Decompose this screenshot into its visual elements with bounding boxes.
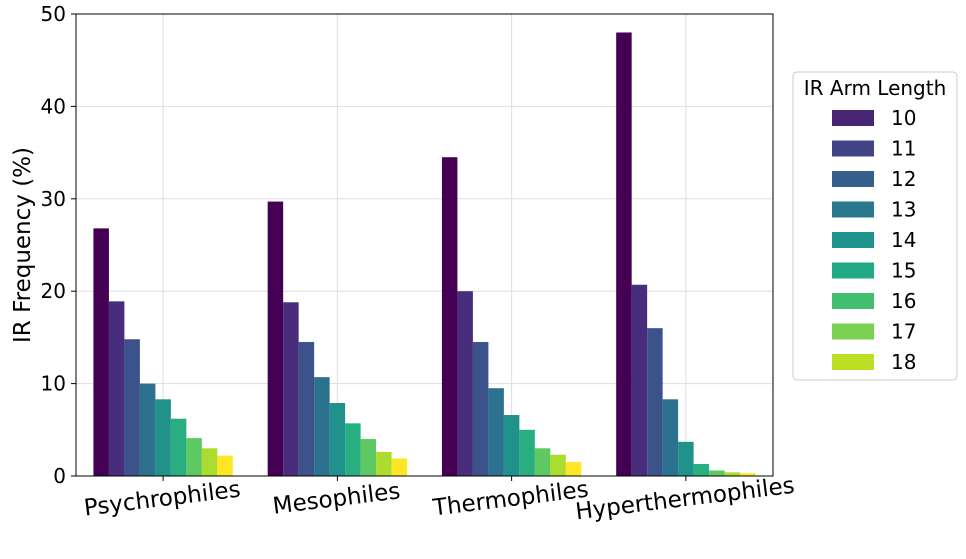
y-axis-label: IR Frequency (%) <box>10 147 36 343</box>
bar-mesophiles-15 <box>345 423 361 476</box>
legend-label-10: 10 <box>891 106 916 130</box>
bar-hyperthermophiles-14 <box>678 441 694 476</box>
legend: IR Arm Length 10 11 12 13 14 15 16 17 18 <box>792 71 958 381</box>
bar-thermophiles-13 <box>488 388 504 476</box>
legend-label-12: 12 <box>891 167 916 191</box>
bar-thermophiles-16 <box>534 448 551 476</box>
plot-frame <box>75 13 774 477</box>
legend-swatch-14 <box>832 232 874 248</box>
x-axis-ticks: Psychrophiles Mesophiles ThermophilesHyper… <box>83 473 796 526</box>
y-tick-label: 20 <box>41 279 66 303</box>
bar-psychrophiles-12 <box>124 339 140 476</box>
bar-mesophiles-11 <box>283 302 299 476</box>
legend-label-17: 17 <box>891 320 916 344</box>
legend-label-15: 15 <box>891 259 916 283</box>
y-tick-label: 10 <box>41 372 66 396</box>
legend-swatch-12 <box>832 171 874 187</box>
legend-label-11: 11 <box>891 137 916 161</box>
legend-frame <box>792 71 958 381</box>
bar-mesophiles-18 <box>391 458 408 476</box>
bar-mesophiles-17 <box>376 451 392 476</box>
legend-label-13: 13 <box>891 198 916 222</box>
x-tick-label-psychrophiles: Psychrophiles <box>83 477 242 522</box>
bar-psychrophiles-14 <box>155 399 171 476</box>
bar-psychrophiles-11 <box>108 301 125 476</box>
legend-items: 10 11 12 13 14 15 16 17 18 <box>832 106 916 374</box>
legend-title: IR Arm Length <box>804 76 947 100</box>
bar-mesophiles-16 <box>360 439 377 476</box>
bar-thermophiles-11 <box>457 291 473 476</box>
legend-swatch-15 <box>832 262 874 279</box>
bars <box>93 32 756 476</box>
bar-psychrophiles-16 <box>186 438 202 476</box>
x-tick-label-mesophiles: Mesophiles <box>271 478 401 519</box>
bar-hyperthermophiles-13 <box>662 399 679 476</box>
legend-swatch-11 <box>832 140 874 157</box>
bar-psychrophiles-18 <box>217 455 233 476</box>
bar-thermophiles-14 <box>503 415 520 476</box>
legend-label-18: 18 <box>891 350 916 374</box>
bar-psychrophiles-10 <box>93 228 109 476</box>
legend-label-14: 14 <box>891 228 916 252</box>
bar-psychrophiles-17 <box>201 448 218 476</box>
y-tick-label: 0 <box>53 464 66 488</box>
y-axis-ticks: 0 10 20 30 40 50 <box>41 2 76 488</box>
bar-hyperthermophiles-18 <box>740 473 756 476</box>
bar-mesophiles-13 <box>314 377 330 476</box>
legend-swatch-16 <box>832 293 874 309</box>
legend-swatch-17 <box>832 323 874 340</box>
bar-hyperthermophiles-15 <box>693 463 710 476</box>
bar-hyperthermophiles-16 <box>709 470 725 476</box>
x-tick-label-hyperthermophiles: Hyperthermophiles <box>574 473 796 526</box>
bar-hyperthermophiles-11 <box>631 284 648 476</box>
bar-thermophiles-18 <box>565 462 582 476</box>
bar-hyperthermophiles-12 <box>647 328 663 476</box>
y-tick-label: 30 <box>41 187 66 211</box>
bar-thermophiles-10 <box>441 157 458 476</box>
bar-mesophiles-10 <box>267 201 284 476</box>
bar-hyperthermophiles-17 <box>724 472 741 476</box>
x-tick-label-thermophiles: Thermophiles <box>431 477 590 522</box>
bar-mesophiles-14 <box>329 403 346 476</box>
bar-psychrophiles-15 <box>170 418 187 476</box>
bar-hyperthermophiles-10 <box>616 32 632 476</box>
bar-mesophiles-12 <box>298 342 315 476</box>
bar-thermophiles-12 <box>472 342 489 476</box>
bar-psychrophiles-13 <box>139 383 156 476</box>
y-tick-label: 40 <box>41 94 66 118</box>
bar-thermophiles-17 <box>550 454 566 476</box>
legend-label-16: 16 <box>891 289 916 313</box>
legend-swatch-10 <box>832 110 874 126</box>
legend-swatch-18 <box>832 354 874 370</box>
bar-thermophiles-15 <box>519 429 535 476</box>
y-tick-label: 50 <box>41 2 66 26</box>
legend-swatch-13 <box>832 201 874 218</box>
